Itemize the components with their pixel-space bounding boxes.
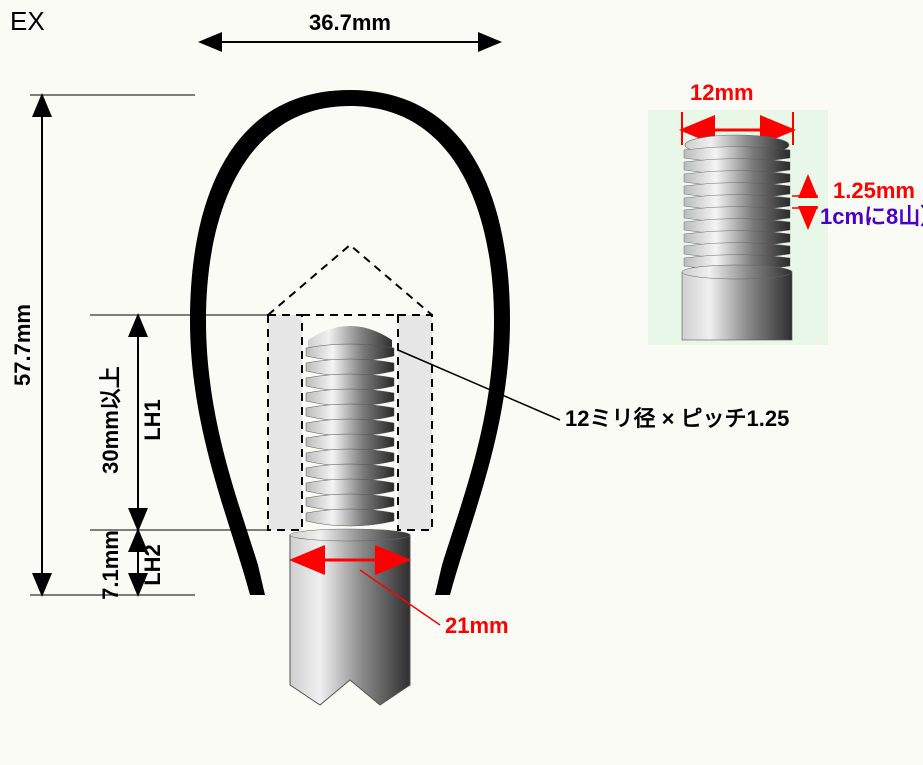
inset-pitch-note: 1cmに8山） [820, 204, 923, 229]
ex-label: EX [10, 6, 45, 36]
dim-lh2-length: 7.1mm [98, 530, 123, 600]
dim-base-width-label: 21mm [445, 613, 509, 638]
main-threaded-bolt [290, 326, 410, 705]
thread-spec-leader: 12ミリ径 × ピッチ1.25 [398, 350, 789, 431]
inset-pitch-label: 1.25mm [833, 178, 915, 203]
dim-total-height-label: 57.7mm [10, 304, 35, 386]
dim-top-width-label: 36.7mm [309, 10, 391, 35]
inset-width-label: 12mm [690, 80, 754, 105]
dim-lh1: 30mm以上 LH1 [90, 315, 268, 530]
dim-lh1-length: 30mm以上 [98, 366, 123, 474]
dim-lh1-tag: LH1 [140, 399, 165, 441]
dim-lh2-tag: LH2 [140, 544, 165, 586]
dim-lh2: 7.1mm LH2 [98, 530, 165, 600]
thread-spec-label: 12ミリ径 × ピッチ1.25 [565, 406, 789, 431]
inset-bolt-detail: 12mm 1.25mm 1cm [648, 80, 923, 345]
dim-total-height: 57.7mm [10, 95, 195, 595]
dim-top-width: 36.7mm [200, 10, 500, 42]
